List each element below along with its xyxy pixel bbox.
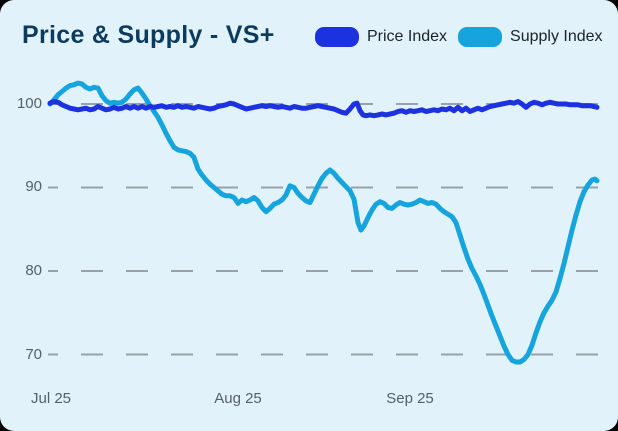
legend-item-supply-index[interactable]: Supply Index — [458, 27, 603, 47]
legend: Price Index Supply Index — [315, 27, 603, 47]
y-tick-label-90: 90 — [25, 178, 42, 195]
price-index-line — [47, 99, 600, 119]
y-tick-label-100: 100 — [16, 95, 42, 112]
supply-index-legend-label: Supply Index — [510, 28, 603, 45]
price-index-legend-label: Price Index — [367, 28, 448, 45]
chart-title: Price & Supply - VS+ — [22, 21, 275, 49]
x-tick-label-sep-25: Sep 25 — [386, 390, 434, 407]
x-tick-label-jul-25: Jul 25 — [30, 390, 72, 407]
x-tick-label-aug-25: Aug 25 — [214, 390, 262, 407]
supply-index-line — [47, 80, 600, 365]
y-tick-label-80: 80 — [25, 262, 42, 279]
legend-item-price-index[interactable]: Price Index — [315, 27, 447, 47]
y-tick-label-70: 70 — [25, 346, 42, 363]
price-index-swatch — [315, 27, 359, 47]
supply-index-swatch — [458, 27, 503, 47]
